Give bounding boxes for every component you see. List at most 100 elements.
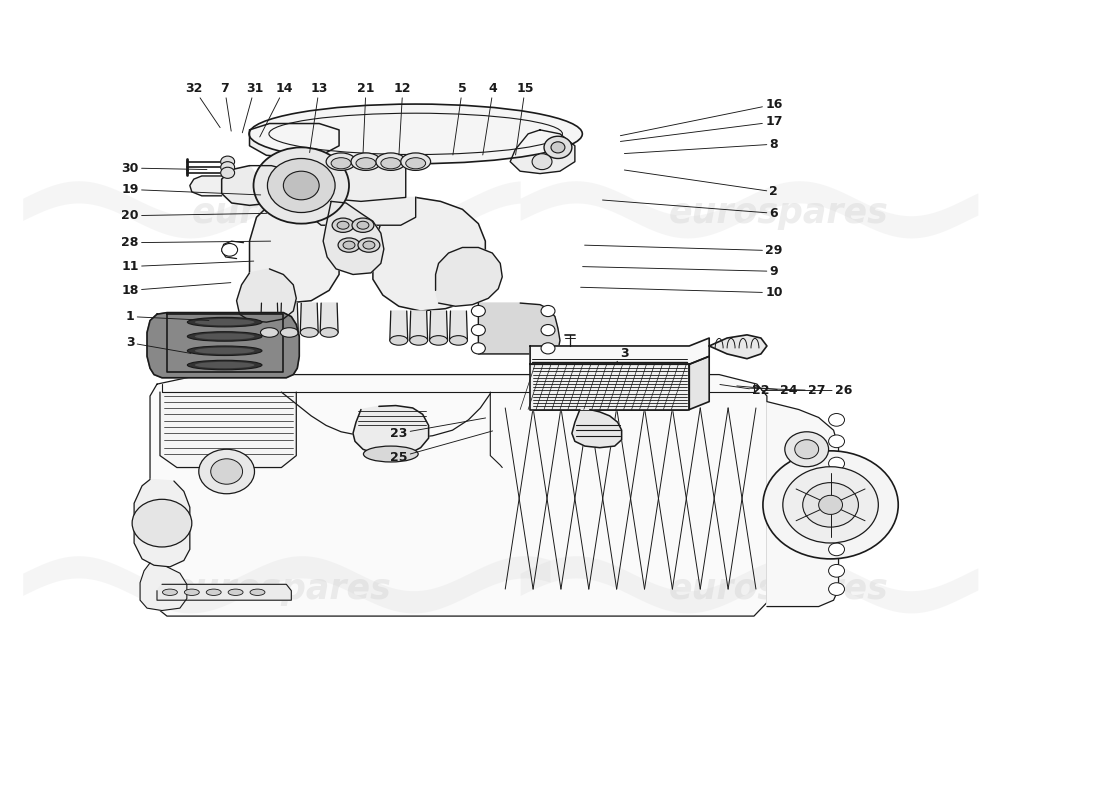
Text: 8: 8: [625, 138, 778, 154]
Polygon shape: [316, 155, 406, 202]
Ellipse shape: [326, 153, 356, 170]
Ellipse shape: [406, 158, 426, 169]
Text: 18: 18: [121, 282, 231, 297]
Circle shape: [828, 457, 845, 470]
Circle shape: [284, 171, 319, 200]
Polygon shape: [530, 364, 690, 410]
Text: 16: 16: [620, 98, 782, 136]
Polygon shape: [150, 374, 767, 616]
Circle shape: [828, 479, 845, 492]
Polygon shape: [167, 314, 284, 372]
Text: eurospares: eurospares: [669, 196, 889, 230]
Ellipse shape: [376, 153, 406, 170]
Text: 20: 20: [121, 209, 266, 222]
Circle shape: [472, 342, 485, 354]
Circle shape: [199, 450, 254, 494]
Circle shape: [784, 432, 828, 466]
Ellipse shape: [195, 319, 254, 326]
Polygon shape: [389, 311, 408, 341]
Polygon shape: [450, 311, 468, 341]
Polygon shape: [409, 311, 428, 341]
Polygon shape: [261, 303, 278, 333]
Ellipse shape: [185, 589, 199, 595]
Polygon shape: [690, 356, 710, 410]
Ellipse shape: [400, 153, 430, 170]
Text: 6: 6: [603, 200, 778, 220]
Text: 24: 24: [737, 384, 797, 397]
Text: 29: 29: [584, 244, 782, 257]
Ellipse shape: [358, 238, 379, 252]
Polygon shape: [190, 176, 222, 196]
Ellipse shape: [351, 153, 381, 170]
Text: 22: 22: [719, 384, 770, 397]
Polygon shape: [222, 166, 274, 206]
Ellipse shape: [338, 238, 360, 252]
Text: 2: 2: [625, 170, 778, 198]
Text: eurospares: eurospares: [669, 572, 889, 606]
Ellipse shape: [320, 328, 338, 338]
Circle shape: [222, 243, 238, 256]
Polygon shape: [478, 303, 560, 354]
Ellipse shape: [337, 222, 349, 229]
Polygon shape: [323, 202, 384, 274]
Polygon shape: [157, 584, 292, 600]
Circle shape: [541, 325, 556, 336]
Polygon shape: [280, 303, 298, 333]
Ellipse shape: [352, 218, 374, 232]
Polygon shape: [510, 130, 575, 174]
Text: 25: 25: [390, 431, 493, 464]
Circle shape: [828, 435, 845, 448]
Ellipse shape: [363, 241, 375, 249]
Text: eurospares: eurospares: [191, 196, 411, 230]
Text: 9: 9: [583, 265, 778, 278]
Ellipse shape: [228, 589, 243, 595]
Ellipse shape: [389, 336, 408, 345]
Ellipse shape: [187, 332, 262, 342]
Ellipse shape: [363, 446, 418, 462]
Text: 7: 7: [220, 82, 231, 131]
Text: eurospares: eurospares: [172, 572, 392, 606]
Circle shape: [828, 414, 845, 426]
Text: 1: 1: [125, 310, 209, 323]
Text: 15: 15: [516, 82, 534, 155]
Text: 11: 11: [121, 260, 254, 273]
Polygon shape: [710, 335, 767, 358]
Text: 13: 13: [309, 82, 328, 153]
Circle shape: [783, 466, 878, 543]
Text: 3: 3: [125, 336, 191, 354]
Polygon shape: [250, 123, 339, 158]
Circle shape: [541, 306, 556, 317]
Circle shape: [221, 167, 234, 178]
Circle shape: [763, 451, 899, 559]
Circle shape: [828, 501, 845, 514]
Ellipse shape: [249, 104, 582, 164]
Text: 32: 32: [185, 82, 220, 127]
Text: 10: 10: [581, 286, 782, 299]
Polygon shape: [530, 338, 710, 364]
Polygon shape: [147, 313, 299, 378]
Circle shape: [541, 342, 556, 354]
Ellipse shape: [261, 328, 278, 338]
Text: 23: 23: [390, 418, 485, 440]
Ellipse shape: [163, 589, 177, 595]
Circle shape: [253, 147, 349, 224]
Ellipse shape: [332, 218, 354, 232]
Polygon shape: [430, 311, 448, 341]
Text: 12: 12: [394, 82, 411, 155]
Circle shape: [472, 325, 485, 336]
Circle shape: [544, 136, 572, 158]
Circle shape: [828, 582, 845, 595]
Polygon shape: [353, 406, 429, 456]
Polygon shape: [767, 402, 838, 606]
Text: 5: 5: [453, 82, 466, 155]
Text: 3: 3: [617, 347, 629, 362]
Ellipse shape: [187, 318, 262, 327]
Polygon shape: [300, 303, 318, 333]
Text: 27: 27: [750, 384, 825, 397]
Ellipse shape: [187, 346, 262, 355]
Polygon shape: [140, 563, 187, 610]
Text: 17: 17: [620, 115, 782, 142]
Ellipse shape: [300, 328, 318, 338]
Ellipse shape: [195, 347, 254, 354]
Circle shape: [221, 162, 234, 173]
